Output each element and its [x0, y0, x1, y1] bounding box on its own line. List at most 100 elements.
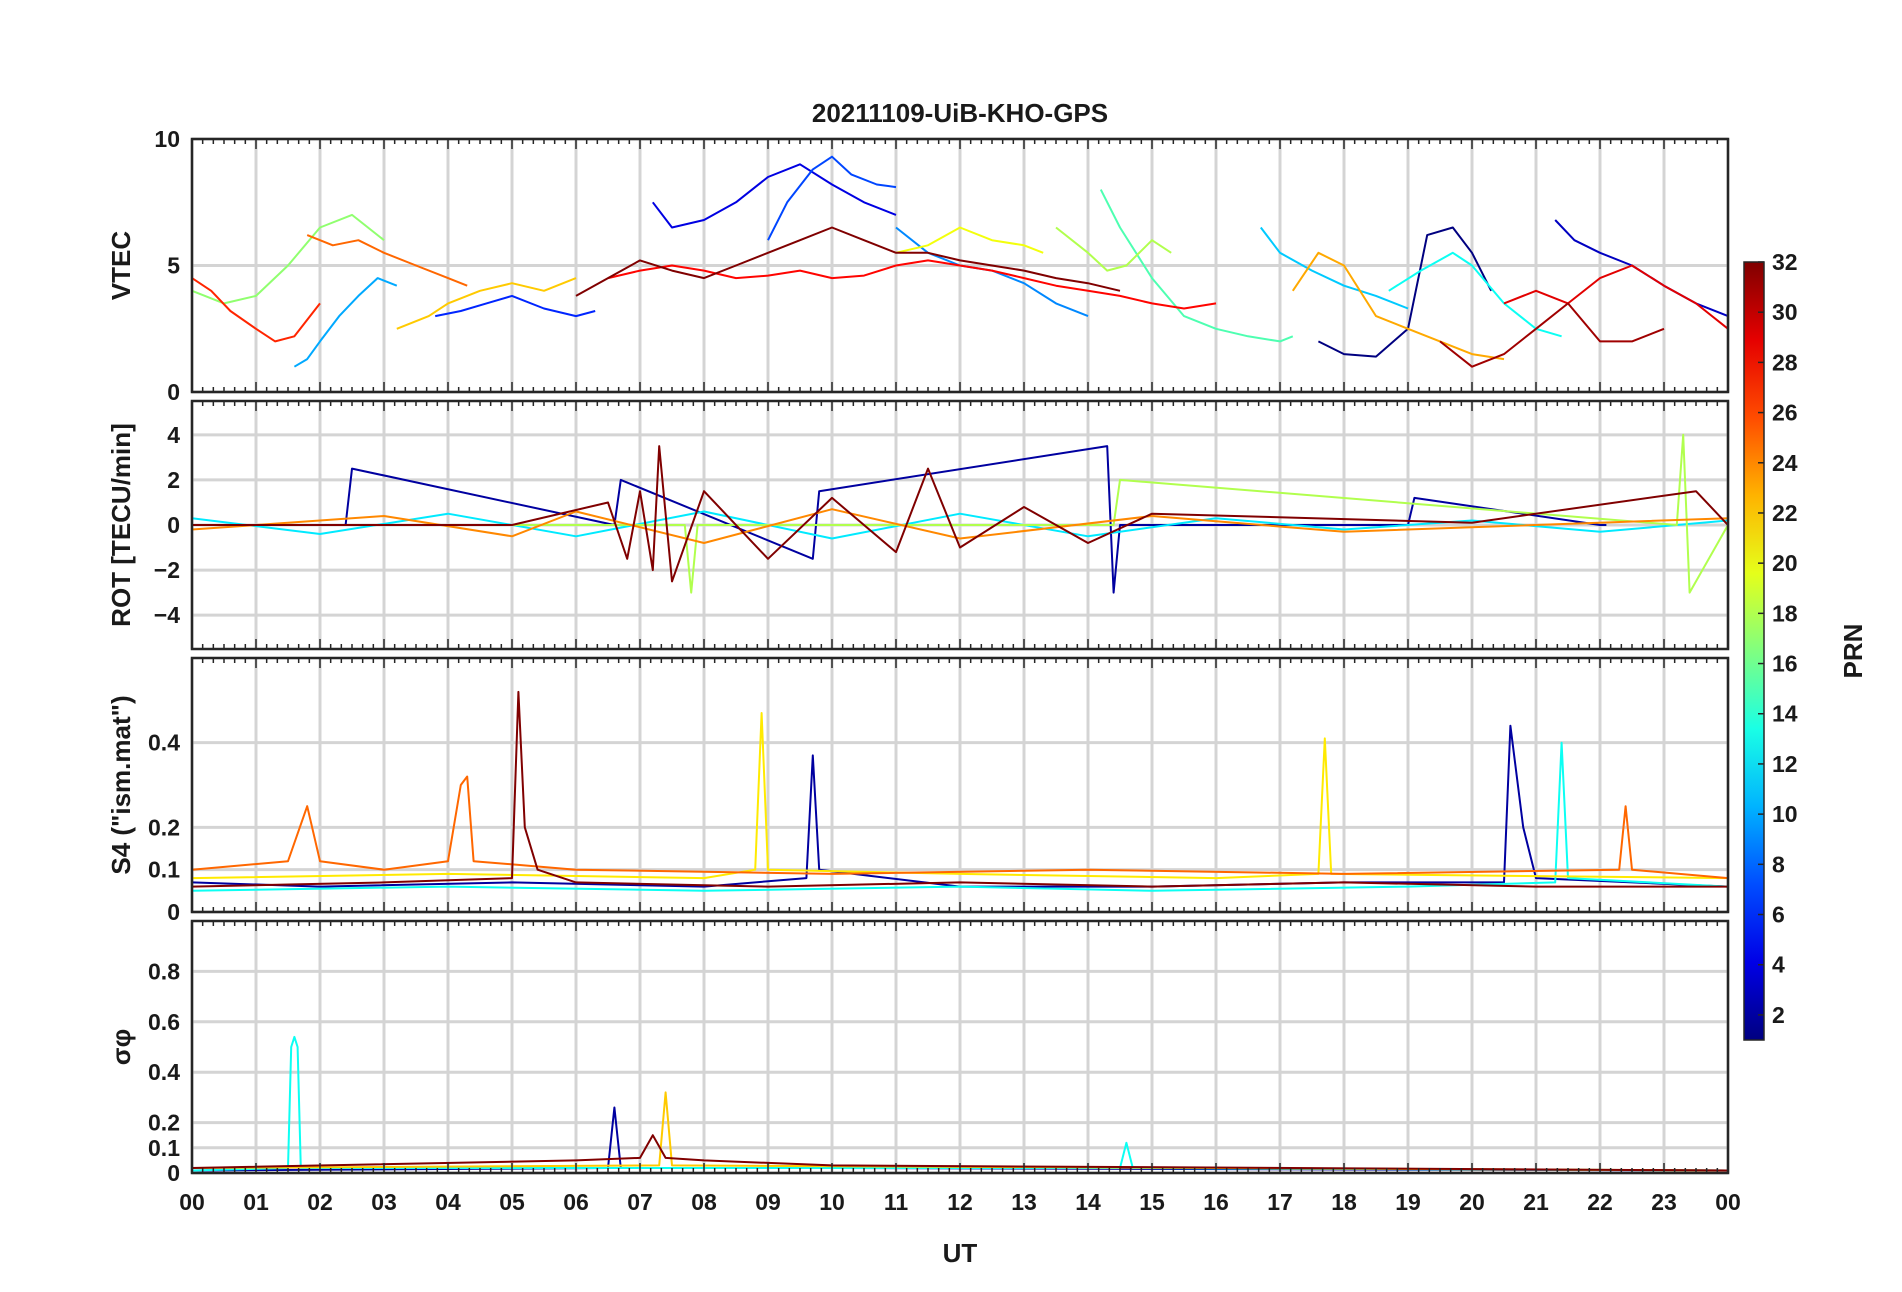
colorbar-tick-label: 20	[1772, 550, 1798, 576]
s4-y-axis-label: S4 ("ism.mat")	[106, 695, 136, 874]
rot-y-tick-label: 2	[167, 467, 180, 493]
x-tick-label-1: 01	[243, 1189, 269, 1215]
vtec-y-tick-label: 10	[154, 126, 180, 152]
vtec-series-group	[191, 155, 1729, 368]
sigma-phi-y-tick-label: 0.6	[148, 1009, 180, 1035]
rot-series-prn-18	[192, 433, 1729, 594]
rot-tick-marks	[191, 401, 1729, 649]
x-tick-label-16: 16	[1203, 1189, 1229, 1215]
colorbar-tick-label: 6	[1772, 902, 1785, 928]
x-tick-labels: 00 01 02 03 04 05 06 07 08 09 10 11 12 13 14 15 16 17 18 19…	[179, 1189, 1741, 1215]
x-tick-label-9: 09	[755, 1189, 781, 1215]
vtec-series-prn-31	[1439, 302, 1665, 368]
vtec-series-prn-4	[652, 163, 897, 229]
rot-y-axis-label: ROT [TECU/min]	[106, 423, 136, 627]
x-tick-label-23: 23	[1651, 1189, 1677, 1215]
x-tick-label-4: 04	[435, 1189, 461, 1215]
vtec-y-axis-label: VTEC	[106, 231, 136, 301]
colorbar-tick-label: 12	[1772, 751, 1798, 777]
x-tick-label-5: 05	[499, 1189, 525, 1215]
x-tick-label-24: 00	[1715, 1189, 1741, 1215]
x-tick-label-0: 00	[179, 1189, 205, 1215]
sigma-phi-y-tick-label: 0.4	[148, 1059, 180, 1085]
colorbar-tick-label: 10	[1772, 801, 1798, 827]
s4-y-tick-labels: 0 0.1 0.2 0.4	[148, 730, 180, 925]
colorbar-tick-label: 22	[1772, 500, 1798, 526]
vtec-series-prn-22	[396, 277, 577, 330]
x-tick-label-10: 10	[819, 1189, 845, 1215]
s4-series-prn-21	[191, 712, 1729, 880]
x-tick-label-8: 08	[691, 1189, 717, 1215]
rot-y-tick-labels: −4 −2 0 2 4	[154, 422, 180, 628]
x-tick-label-15: 15	[1139, 1189, 1165, 1215]
x-tick-label-7: 07	[627, 1189, 653, 1215]
sigma-phi-y-tick-label: 0.2	[148, 1110, 180, 1136]
vtec-y-tick-label: 5	[167, 253, 180, 279]
x-tick-label-3: 03	[371, 1189, 397, 1215]
vtec-series-prn-23	[1291, 251, 1505, 361]
colorbar-tick-label: 14	[1772, 701, 1798, 727]
s4-panel: 0 0.1 0.2 0.4 S4 ("ism.mat")	[106, 656, 1730, 925]
vtec-series-prn-18	[1055, 226, 1172, 272]
vtec-series-prn-6	[435, 294, 596, 318]
colorbar-tick-label: 16	[1772, 651, 1798, 677]
sigma-phi-y-tick-label: 0.1	[148, 1135, 180, 1161]
rot-grid	[190, 401, 1730, 649]
x-tick-label-6: 06	[563, 1189, 589, 1215]
sigma-phi-panel: 00.10.2 0.4 0.6 0.8 σφ	[106, 919, 1730, 1186]
vtec-series-prn-10	[293, 277, 398, 368]
rot-series-prn-12	[191, 510, 1729, 540]
vtec-series-prn-32	[575, 226, 1121, 297]
s4-y-tick-label: 0.1	[148, 857, 180, 883]
sigma-phi-y-axis-label: σφ	[106, 1029, 136, 1065]
s4-series-prn-32	[191, 690, 1728, 888]
x-tick-label-14: 14	[1075, 1189, 1101, 1215]
s4-tick-marks	[191, 658, 1729, 912]
x-tick-label-20: 20	[1459, 1189, 1485, 1215]
vtec-tick-marks	[191, 139, 1729, 392]
rot-panel: −4 −2 0 2 4 ROT [TECU/min]	[106, 399, 1730, 651]
rot-series-prn-32	[192, 445, 1729, 583]
vtec-series-prn-15	[1099, 189, 1294, 343]
vtec-series-prn-29	[1503, 264, 1729, 330]
rot-series-prn-24	[191, 508, 1729, 544]
colorbar-tick-label: 26	[1772, 400, 1798, 426]
x-tick-label-17: 17	[1267, 1189, 1293, 1215]
rot-series-prn-2	[192, 445, 1607, 594]
x-tick-label-12: 12	[947, 1189, 973, 1215]
colorbar-tick-label: 4	[1772, 952, 1785, 978]
sigma-phi-y-tick-label: 0.8	[148, 958, 180, 984]
vtec-series-prn-27	[191, 277, 321, 343]
vtec-y-tick-label: 0	[167, 379, 180, 405]
x-tick-label-11: 11	[884, 1189, 909, 1215]
sigma-phi-series-prn-32	[191, 1134, 1729, 1172]
vtec-series-prn-20	[895, 226, 1044, 254]
colorbar-label: PRN	[1838, 624, 1868, 679]
s4-y-tick-label: 0.2	[148, 814, 180, 840]
x-axis-label: UT	[943, 1238, 978, 1268]
rot-y-tick-label: −2	[154, 557, 180, 583]
x-tick-label-22: 22	[1587, 1189, 1613, 1215]
x-tick-label-19: 19	[1395, 1189, 1421, 1215]
rot-series-group	[191, 433, 1729, 594]
sigma-phi-y-tick-label: 0	[167, 1160, 180, 1186]
vtec-panel: 0 5 10 VTEC	[106, 126, 1730, 405]
s4-series-group	[191, 690, 1729, 892]
sigma-phi-y-tick-labels: 00.10.2 0.4 0.6 0.8	[148, 958, 180, 1186]
s4-series-prn-13	[191, 741, 1729, 892]
x-tick-label-21: 21	[1523, 1189, 1549, 1215]
x-tick-label-2: 02	[307, 1189, 333, 1215]
vtec-series-prn-1	[1317, 226, 1493, 358]
colorbar-tick-label: 32	[1772, 249, 1798, 275]
colorbar-tick-label: 24	[1772, 450, 1798, 476]
s4-series-prn-25	[191, 775, 1729, 880]
s4-y-tick-label: 0.4	[148, 730, 180, 756]
x-tick-label-18: 18	[1331, 1189, 1357, 1215]
sigma-phi-grid	[190, 921, 1730, 1175]
colorbar-gradient	[1743, 261, 1765, 1041]
sigma-phi-tick-marks	[191, 921, 1729, 1173]
